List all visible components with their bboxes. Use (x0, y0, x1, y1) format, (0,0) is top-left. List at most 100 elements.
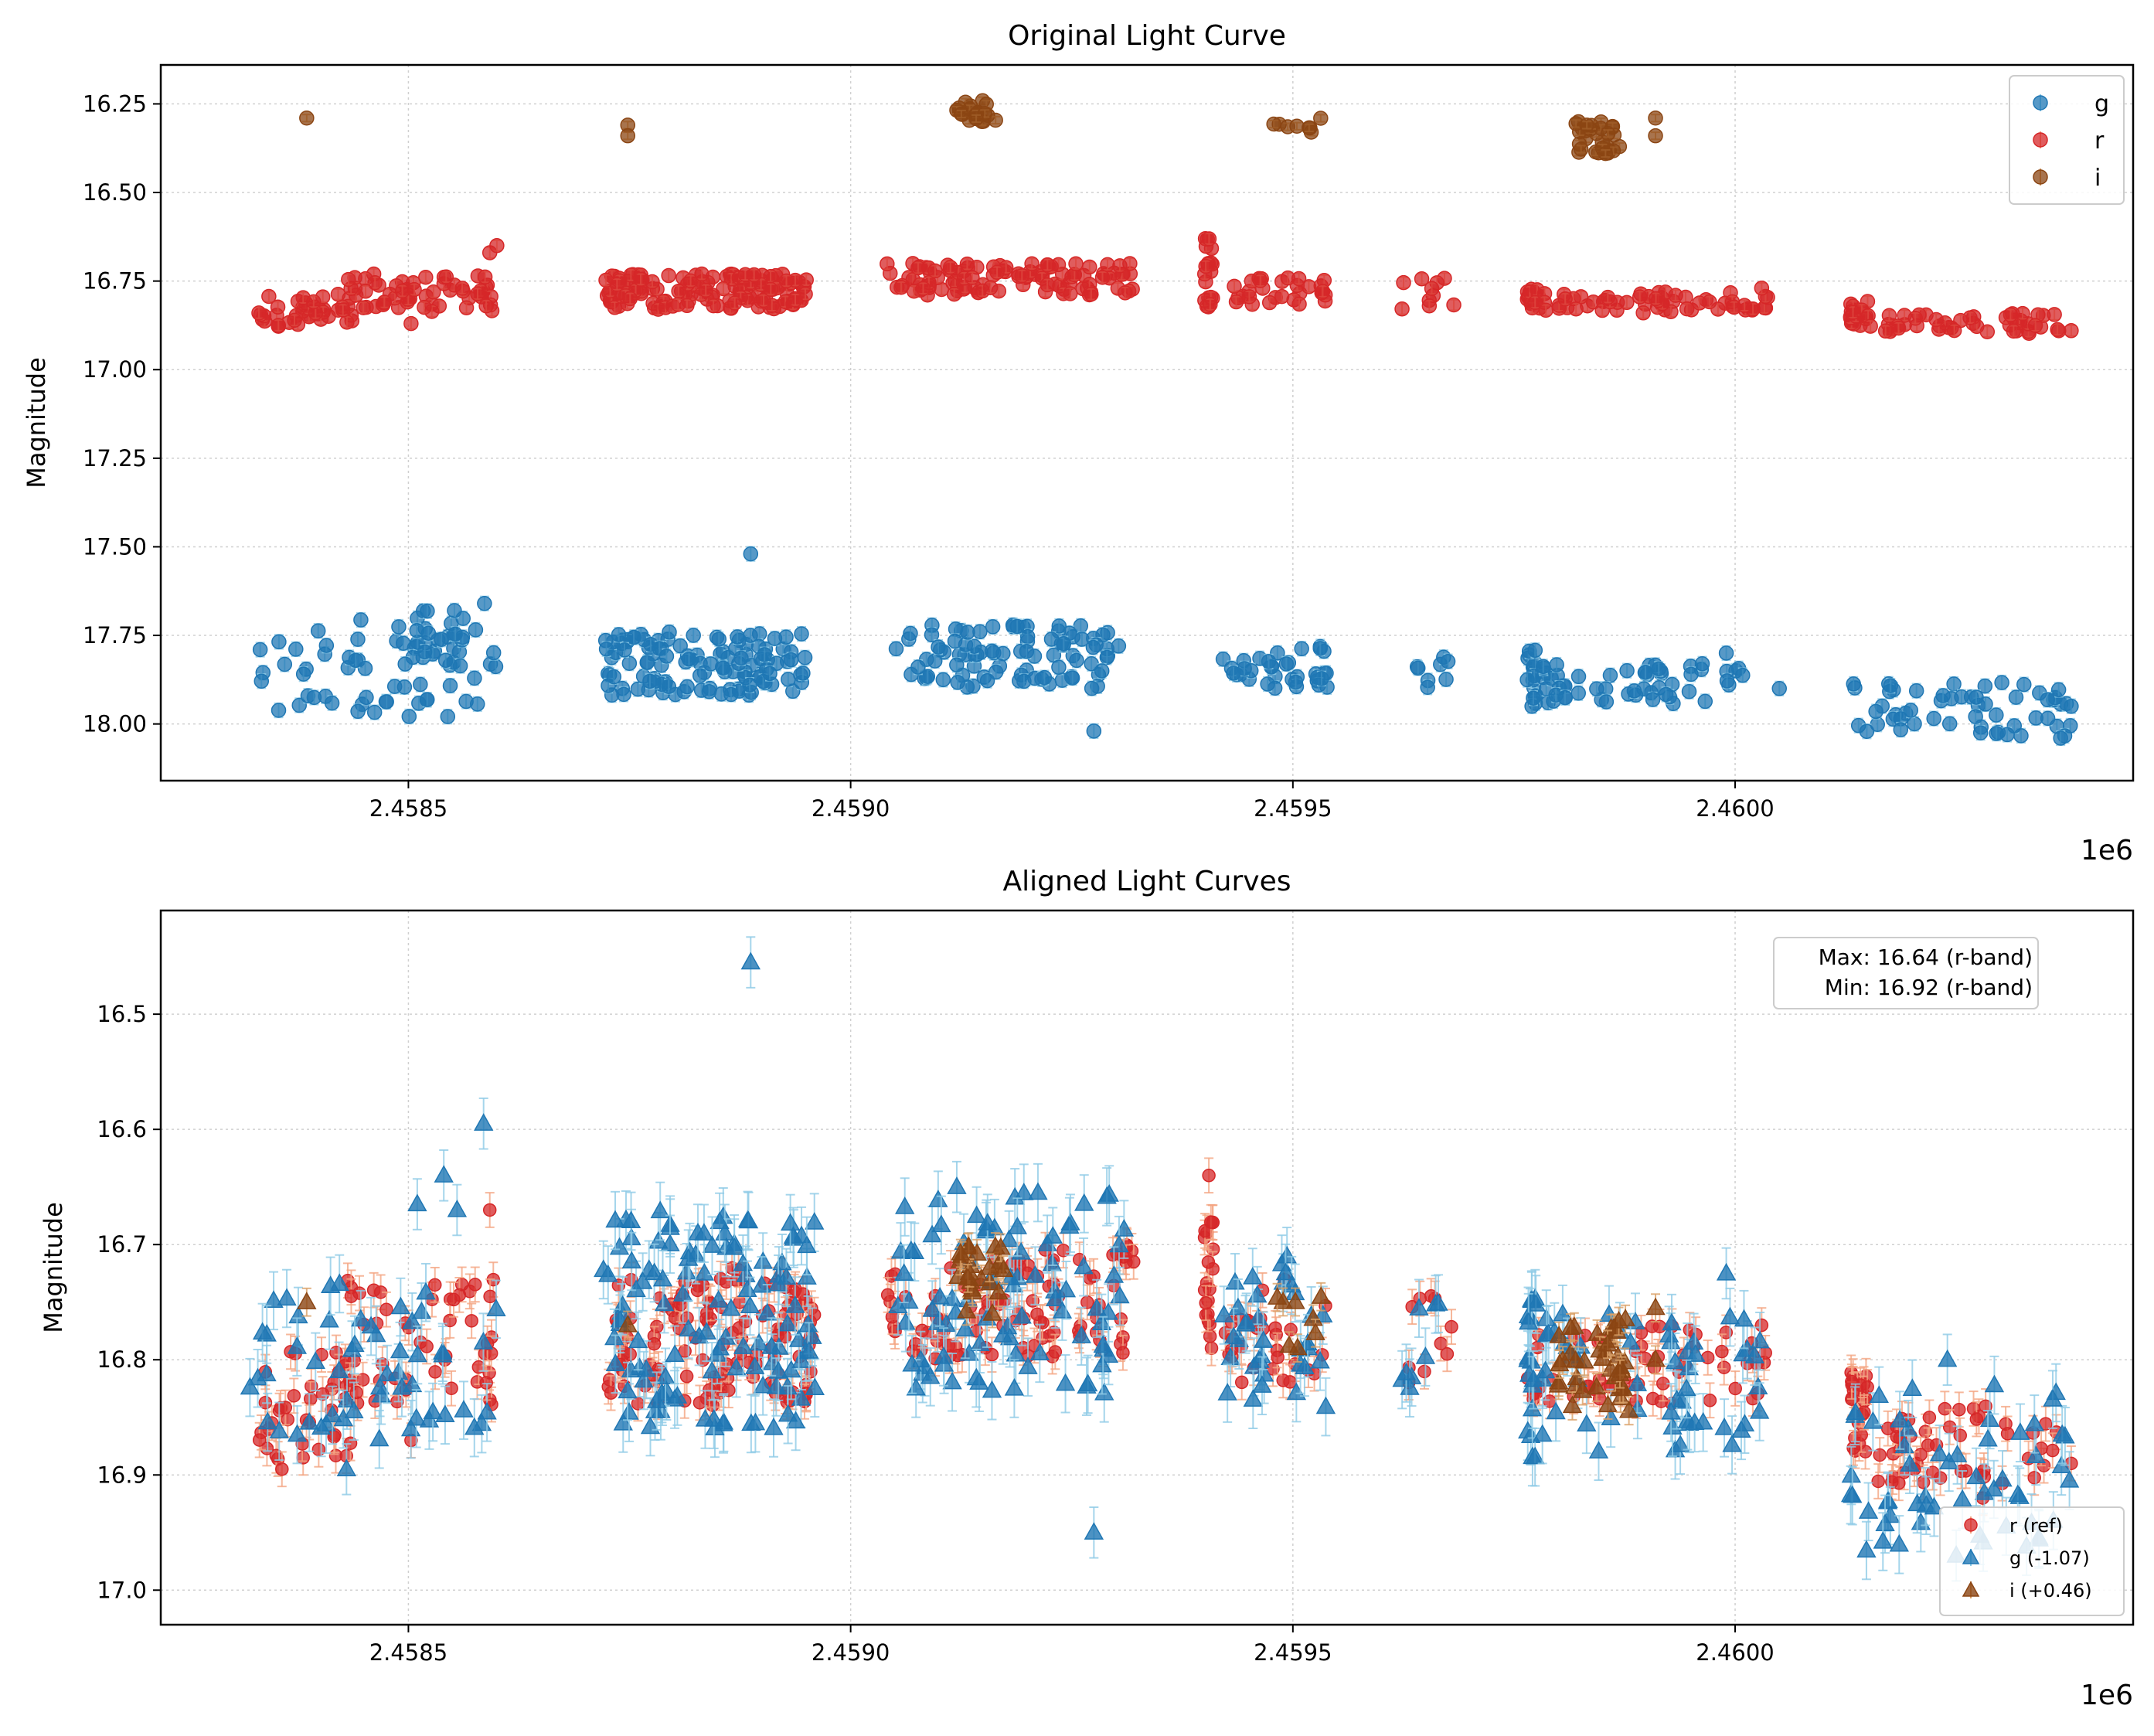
data-point-r (679, 1358, 694, 1395)
data-point-r (489, 238, 505, 254)
data-point-r (1715, 1333, 1729, 1370)
data-point-r (1315, 284, 1331, 299)
data-point-g (1223, 1307, 1244, 1367)
legend-marker-g-shift (1962, 1548, 1980, 1564)
data-point-g (598, 1245, 618, 1305)
data-point-g (903, 625, 918, 642)
data-point-g (618, 1361, 638, 1421)
data-point-g (1235, 1295, 1256, 1354)
data-point-g (400, 1399, 421, 1459)
data-point-r (1283, 1363, 1297, 1401)
data-point-r (1754, 281, 1770, 296)
data-point-r (1227, 278, 1242, 294)
data-point-g (920, 1347, 941, 1407)
data-point-g (1077, 1354, 1098, 1414)
data-point-g (895, 1177, 915, 1237)
data-point-r (1538, 302, 1553, 318)
data-point-g (252, 1302, 273, 1363)
data-point-g (628, 1311, 648, 1371)
data-point-r (788, 292, 803, 308)
data-point-r (661, 267, 676, 284)
data-point-r (927, 263, 943, 279)
data-point-g (762, 665, 778, 682)
data-point-g (423, 1382, 443, 1442)
data-point-r (763, 281, 779, 298)
data-point-i (1285, 1287, 1305, 1317)
x-tick-label: 2.4595 (1254, 795, 1332, 822)
data-point-i (1645, 1345, 1666, 1375)
data-point-g (740, 1276, 761, 1336)
data-point-g (785, 1276, 805, 1336)
data-point-g (1060, 1196, 1080, 1257)
data-point-r (2050, 322, 2065, 338)
data-point-g (271, 702, 287, 719)
data-point-g (1937, 1333, 1958, 1387)
data-point-r (756, 292, 771, 308)
data-point-g (361, 1296, 381, 1356)
data-point-g (1043, 631, 1060, 648)
legend-entry-g: g (2033, 90, 2109, 117)
data-point-g (982, 1361, 1002, 1421)
data-point-g (345, 1315, 365, 1375)
data-point-r (1291, 271, 1307, 287)
data-point-r (622, 291, 638, 307)
data-point-r (454, 281, 470, 296)
chart-title-original: Original Light Curve (1008, 20, 1286, 52)
data-point-i (1618, 1396, 1639, 1426)
data-point-g (1619, 662, 1635, 679)
data-point-r (2047, 307, 2062, 322)
data-point-i (1579, 117, 1594, 133)
y-axis-label-aligned: Magnitude (39, 1202, 68, 1333)
data-point-r (394, 283, 410, 299)
data-point-g (934, 1327, 954, 1387)
data-point-g (646, 1371, 667, 1431)
data-point-g (2040, 710, 2056, 727)
data-point-g (477, 1383, 497, 1442)
data-point-g (310, 623, 326, 639)
data-point-g (1972, 724, 1989, 741)
data-point-g (617, 642, 632, 659)
data-point-g (742, 677, 757, 693)
data-point-g (1036, 669, 1053, 686)
data-point-i (954, 106, 969, 122)
data-point-g (1043, 1207, 1063, 1266)
max-min-annotation: Max: 16.64 (r-band) Min: 16.92 (r-band) (1773, 937, 2039, 1009)
data-point-r (379, 1291, 393, 1328)
data-point-g (1420, 679, 1435, 696)
data-point-g (348, 652, 363, 669)
data-point-g (359, 689, 374, 706)
data-point-g (1099, 649, 1115, 665)
data-point-g (1889, 1515, 1909, 1574)
data-point-g (1410, 660, 1426, 676)
data-point-g (605, 1334, 626, 1394)
data-point-r (341, 271, 356, 288)
data-point-g (1908, 682, 1924, 699)
data-point-r (609, 277, 625, 292)
data-point-g (447, 1183, 468, 1237)
data-point-g (985, 618, 1001, 635)
data-point-g (778, 629, 794, 645)
data-point-g (1004, 1359, 1025, 1418)
data-point-r (778, 273, 795, 289)
data-point-g (1074, 1174, 1094, 1234)
data-point-g (1028, 1162, 1048, 1223)
data-point-r (1024, 256, 1040, 271)
data-point-r (2046, 1432, 2060, 1469)
data-point-g (757, 1284, 778, 1343)
data-point-g (1902, 1359, 1922, 1419)
data-point-g (662, 624, 677, 640)
data-point-g (1094, 662, 1110, 679)
data-point-g (795, 665, 811, 682)
data-point-g (1999, 727, 2015, 743)
data-point-r (2015, 305, 2030, 322)
data-point-r (1040, 257, 1056, 273)
data-point-g (766, 1357, 787, 1417)
data-point-g (621, 655, 638, 672)
data-point-g (434, 631, 449, 648)
data-point-r (1116, 1334, 1130, 1371)
data-point-g (1890, 1391, 1910, 1450)
data-point-r (915, 281, 931, 296)
data-point-g (1226, 665, 1241, 682)
data-point-r (1291, 296, 1307, 312)
data-point-g (322, 1385, 342, 1445)
